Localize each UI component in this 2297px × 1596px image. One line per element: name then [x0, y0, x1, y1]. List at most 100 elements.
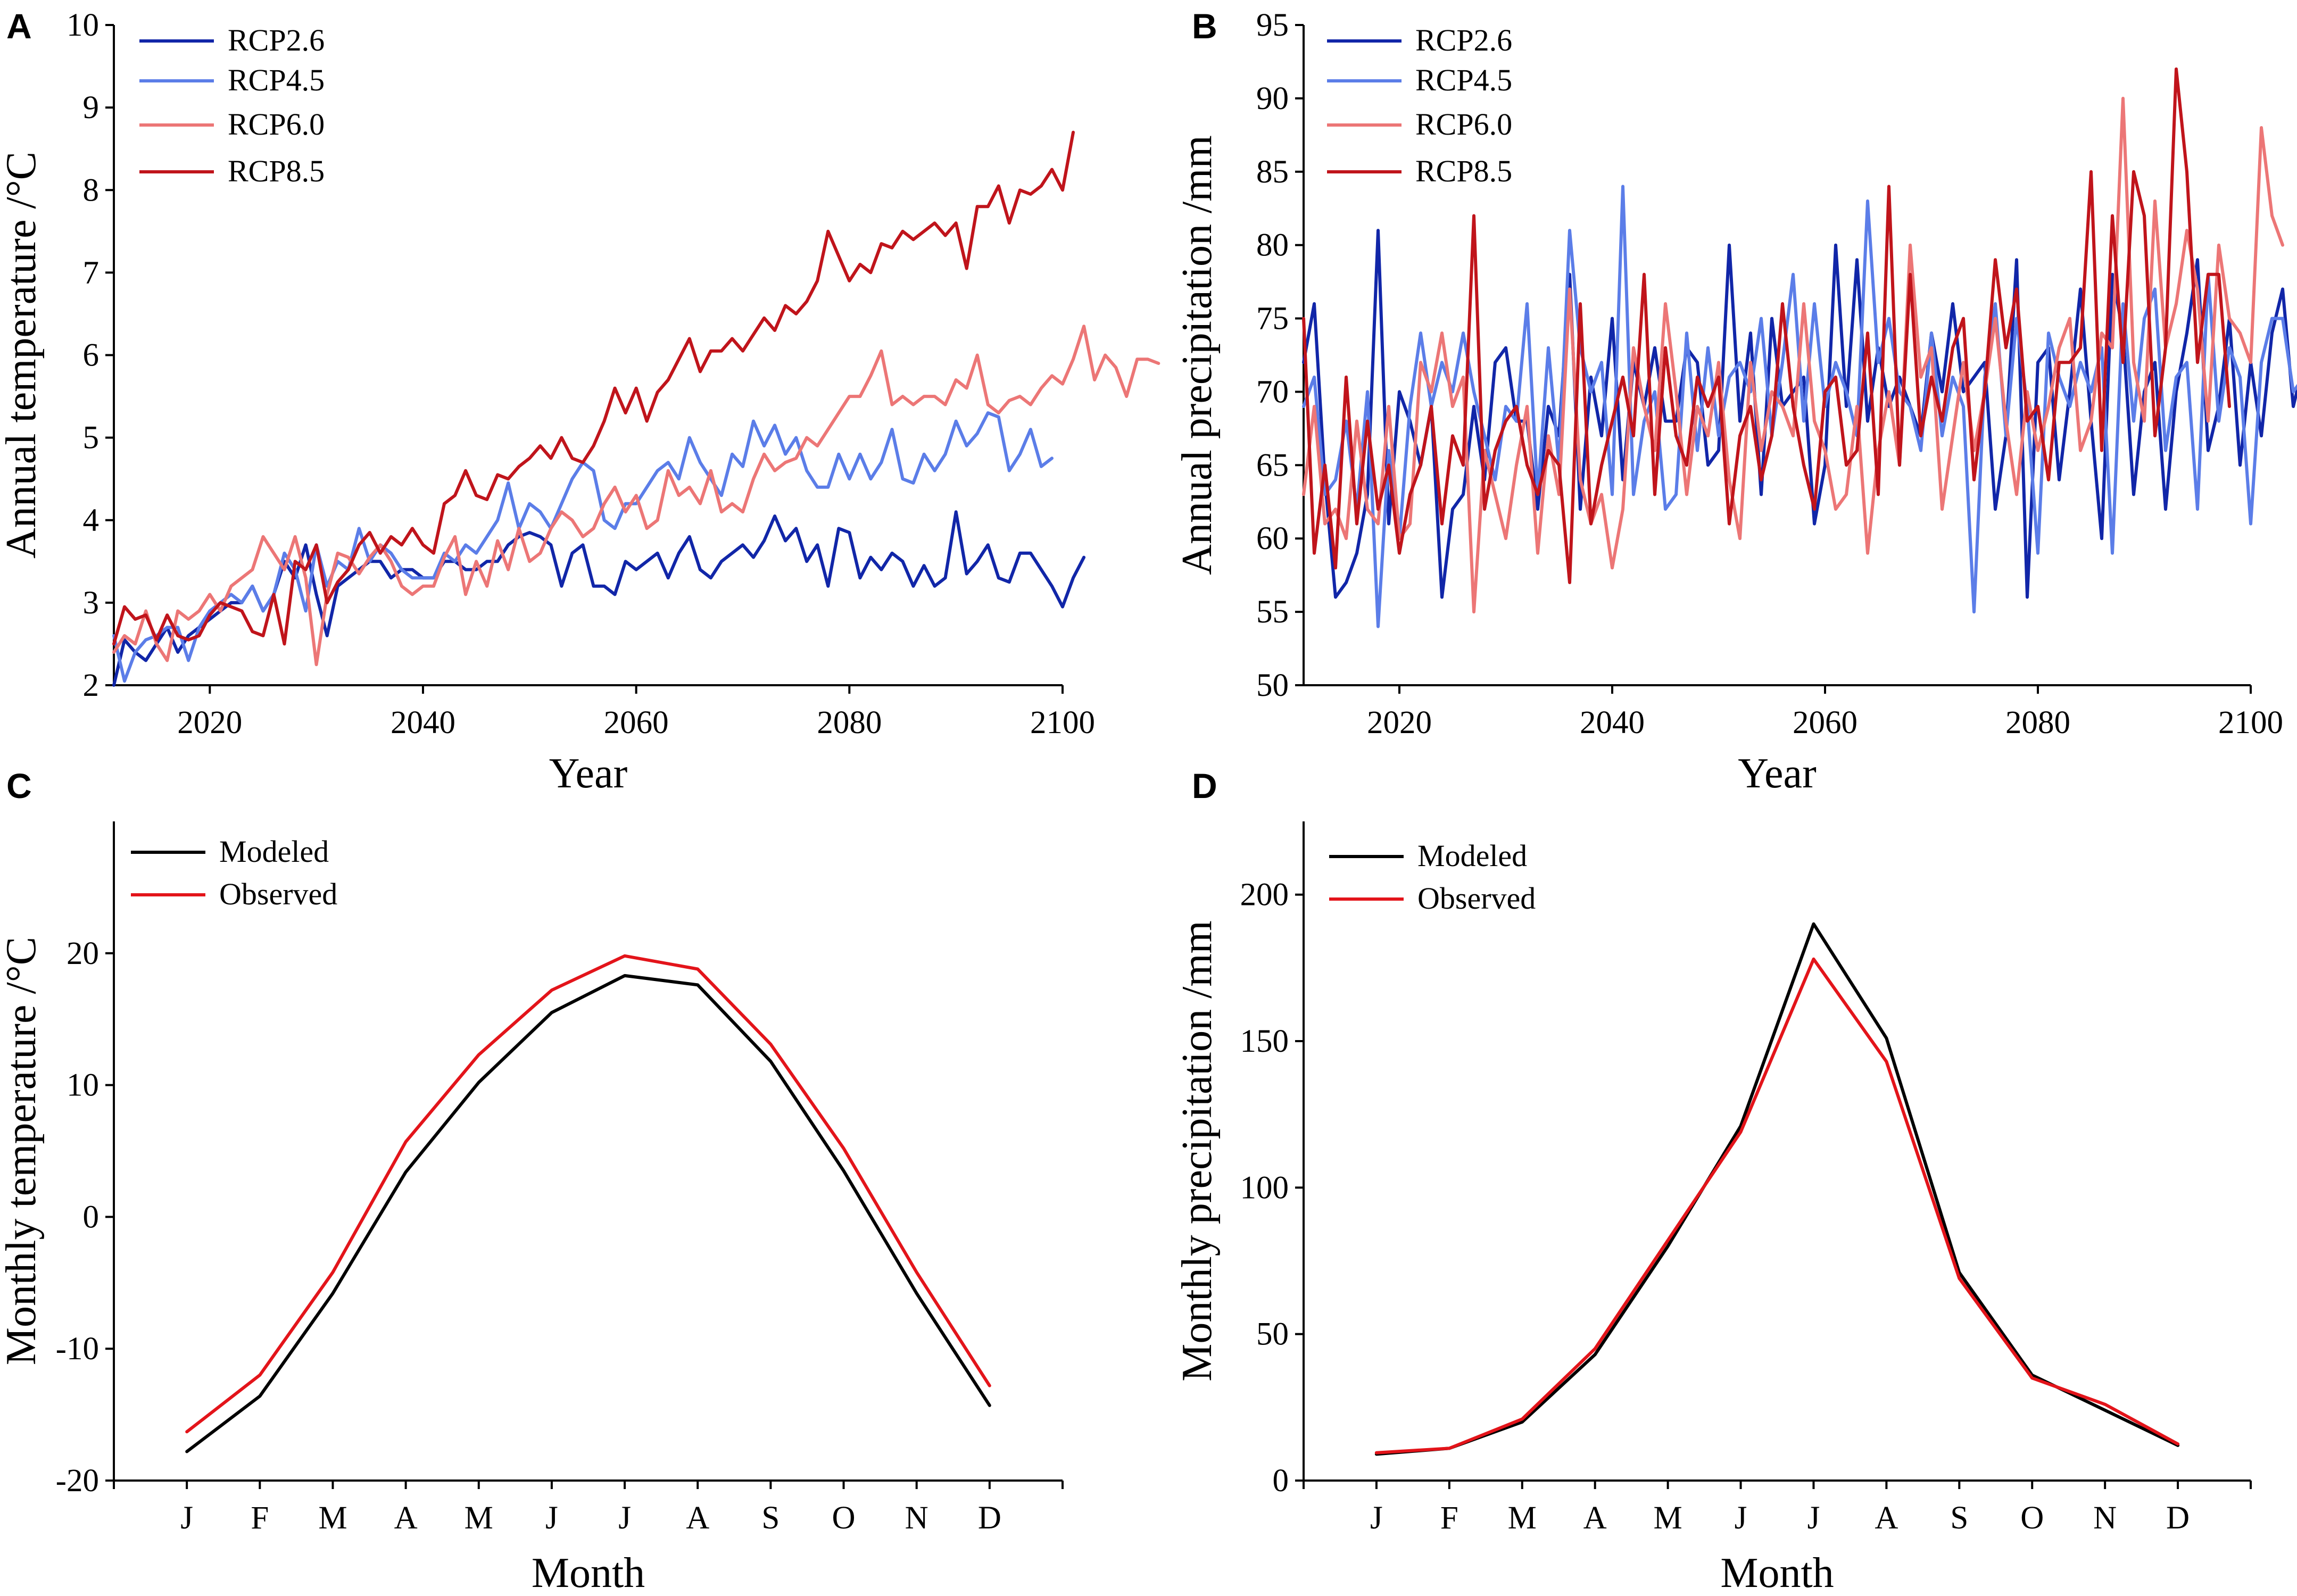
series-line-rcp60 [112, 325, 1160, 667]
legend-label: Observed [1417, 881, 1536, 916]
x-tick-label: 2020 [1367, 705, 1432, 741]
legend-label: Modeled [1417, 838, 1527, 873]
x-tick-label: N [2093, 1500, 2117, 1536]
x-tick-label: S [1950, 1500, 1968, 1536]
legend: RCP2.6 RCP4.5 RCP6.0 RCP8.5 [139, 23, 325, 188]
y-tick-label: 10 [67, 7, 99, 43]
y-tick-label: 80 [1256, 228, 1289, 263]
panel-a: A 2 3 4 5 6 7 8 9 10 2020 2040 2060 2080 2100 Year Annua… [0, 6, 1160, 797]
x-tick-label: 2100 [1030, 705, 1095, 741]
legend: Modeled Observed [1329, 838, 1536, 916]
x-tick-label: J [618, 1500, 631, 1536]
x-tick-label: A [394, 1500, 418, 1536]
x-axis-title: Year [1738, 750, 1816, 797]
x-tick-label: F [251, 1500, 269, 1536]
x-tick-label: J [1735, 1500, 1747, 1536]
x-tick-label: A [1875, 1500, 1898, 1536]
series-line-rcp60 [1302, 96, 2284, 614]
y-tick-label: 65 [1256, 447, 1289, 483]
x-tick-label: J [1370, 1500, 1383, 1536]
y-tick-label: 150 [1240, 1024, 1289, 1059]
y-tick-label: 9 [83, 90, 99, 126]
y-tick-label: 0 [1273, 1463, 1289, 1499]
x-tick-label: 2080 [817, 705, 882, 741]
legend: RCP2.6 RCP4.5 RCP6.0 RCP8.5 [1327, 23, 1512, 188]
y-tick-label: 20 [67, 936, 99, 971]
y-tick-label: 2 [83, 668, 99, 703]
legend-label: RCP2.6 [228, 23, 325, 57]
x-tick-label: A [1583, 1500, 1607, 1536]
y-tick-label: 50 [1256, 668, 1289, 703]
x-tick-label: F [1440, 1500, 1458, 1536]
y-tick-label: 75 [1256, 301, 1289, 337]
y-tick-label: 10 [67, 1068, 99, 1103]
series-line-rcp85 [112, 130, 1075, 646]
y-tick-label: -20 [56, 1463, 99, 1499]
legend-label: RCP4.5 [228, 63, 325, 97]
y-tick-label: 200 [1240, 877, 1289, 913]
x-axis-title: Month [1720, 1550, 1834, 1596]
y-tick-label: 70 [1256, 374, 1289, 410]
x-tick-label: 2080 [2005, 705, 2070, 741]
panel-c: C -20 -10 0 10 20 J F M A M J J A S O N D Month Monthly tem… [0, 766, 1064, 1596]
panel-letter-d: D [1192, 766, 1217, 805]
legend-label: RCP6.0 [1415, 107, 1512, 142]
x-tick-label: J [180, 1500, 193, 1536]
legend-label: Observed [219, 877, 337, 911]
x-tick-label: A [686, 1500, 709, 1536]
y-axis-title: Annual precipitation /mm [1174, 135, 1221, 575]
x-axis-title: Month [532, 1550, 645, 1596]
y-tick-label: 7 [83, 255, 99, 290]
y-tick-label: 50 [1256, 1317, 1289, 1352]
x-tick-label: N [905, 1500, 928, 1536]
x-tick-label: O [832, 1500, 856, 1536]
x-tick-label: J [1807, 1500, 1820, 1536]
x-tick-label: M [465, 1500, 493, 1536]
y-tick-label: 85 [1256, 154, 1289, 190]
x-tick-label: 2060 [604, 705, 669, 741]
panel-b: B 50 55 60 65 70 75 80 85 90 95 2020 2040 2060 2080 210… [1174, 6, 2297, 797]
x-tick-label: M [318, 1500, 347, 1536]
x-tick-label: J [545, 1500, 558, 1536]
y-tick-label: 95 [1256, 7, 1289, 43]
legend-label: RCP4.5 [1415, 63, 1512, 97]
x-tick-label: 2040 [391, 705, 455, 741]
y-tick-label: 5 [83, 420, 99, 456]
y-tick-label: 8 [83, 172, 99, 208]
x-tick-label: 2060 [1793, 705, 1857, 741]
series-line-rcp85 [1302, 67, 2231, 584]
y-tick-label: 3 [83, 585, 99, 621]
x-tick-label: O [2020, 1500, 2044, 1536]
x-tick-label: D [2166, 1500, 2190, 1536]
y-axis-title: Annual temperature /°C [0, 152, 45, 559]
x-tick-label: 2100 [2218, 705, 2283, 741]
y-tick-label: -10 [56, 1331, 99, 1367]
series-line-observed [1374, 957, 2180, 1454]
y-axis-title: Monthly precipitation /mm [1174, 920, 1221, 1382]
y-tick-label: 60 [1256, 521, 1289, 556]
y-tick-label: 100 [1240, 1170, 1289, 1206]
panel-letter-c: C [6, 766, 32, 805]
y-axis-title: Monthly temperature /°C [0, 937, 45, 1365]
series-line-modeled [185, 974, 991, 1453]
panel-letter-b: B [1192, 6, 1217, 46]
legend-label: RCP8.5 [228, 154, 325, 188]
x-tick-label: M [1653, 1500, 1682, 1536]
x-tick-label: D [978, 1500, 1001, 1536]
legend-label: RCP6.0 [228, 107, 325, 142]
y-tick-label: 90 [1256, 81, 1289, 117]
y-tick-label: 4 [83, 503, 99, 538]
panel-letter-a: A [6, 6, 32, 46]
x-tick-label: 2040 [1580, 705, 1645, 741]
legend-label: RCP2.6 [1415, 23, 1512, 57]
panel-d: D 0 50 100 150 200 J F M A M J J A S O N D Month Monthly pr… [1174, 766, 2252, 1596]
x-tick-label: 2020 [177, 705, 242, 741]
legend: Modeled Observed [131, 834, 337, 911]
series-line-modeled [1374, 922, 2180, 1456]
x-tick-label: S [761, 1500, 780, 1536]
y-tick-label: 6 [83, 338, 99, 373]
series-line-observed [185, 954, 991, 1434]
legend-label: Modeled [219, 834, 329, 869]
y-tick-label: 0 [83, 1199, 99, 1235]
